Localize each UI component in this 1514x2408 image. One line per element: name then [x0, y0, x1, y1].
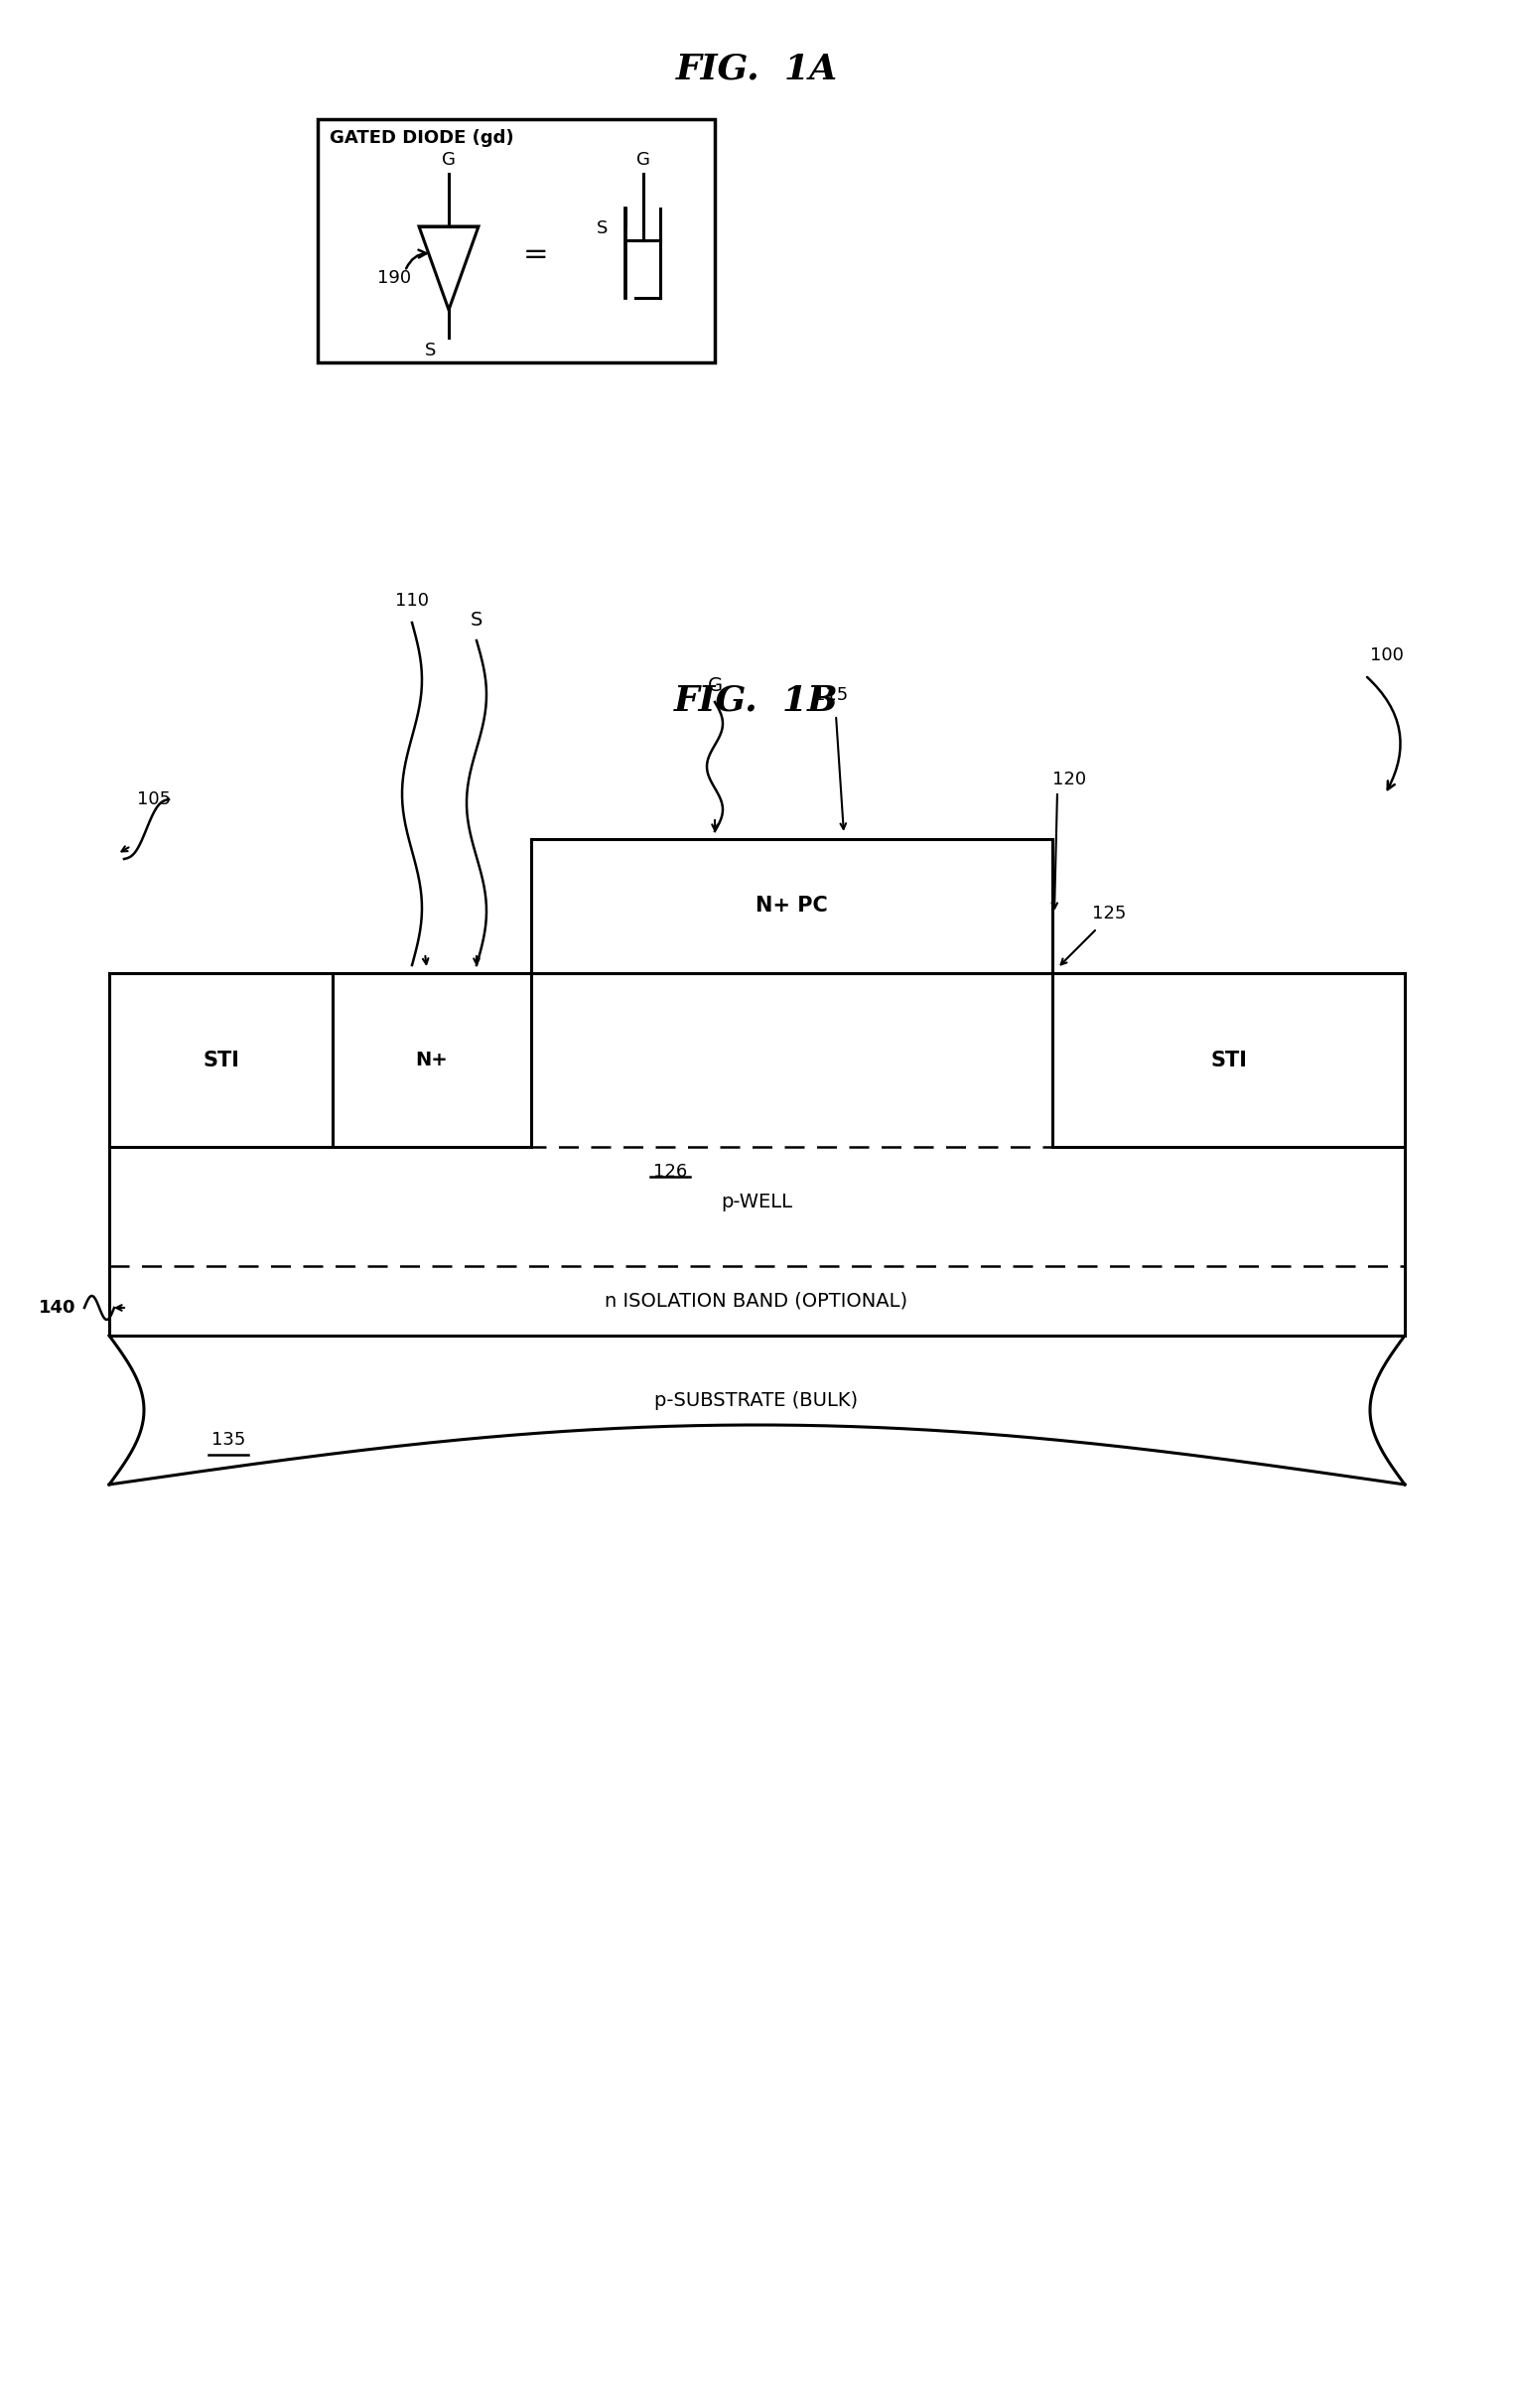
Bar	[1052, 973, 1405, 1146]
Text: N+ PC: N+ PC	[755, 896, 828, 915]
Text: STI: STI	[1210, 1050, 1248, 1069]
Text: STI: STI	[203, 1050, 239, 1069]
Text: GATED DIODE (gd): GATED DIODE (gd)	[330, 130, 513, 147]
Text: p-SUBSTRATE (BULK): p-SUBSTRATE (BULK)	[654, 1392, 858, 1409]
Text: G: G	[707, 677, 722, 694]
Text: 190: 190	[377, 270, 412, 287]
Text: 140: 140	[39, 1298, 76, 1317]
Bar	[333, 973, 531, 1146]
Text: =: =	[524, 241, 548, 270]
Bar	[109, 973, 333, 1146]
Bar	[531, 838, 1052, 973]
FancyArrowPatch shape	[1367, 677, 1400, 790]
Text: FIG.  1B: FIG. 1B	[674, 684, 839, 718]
Text: 126: 126	[653, 1163, 687, 1180]
Text: 110: 110	[395, 592, 428, 609]
Text: S: S	[471, 612, 483, 631]
Text: 125: 125	[1092, 905, 1126, 922]
Text: 105: 105	[136, 790, 171, 809]
Text: G: G	[636, 152, 650, 169]
Text: N+: N+	[416, 1050, 448, 1069]
Text: 115: 115	[815, 686, 848, 703]
Text: 100: 100	[1370, 645, 1403, 665]
Text: p-WELL: p-WELL	[721, 1192, 792, 1211]
Bar	[318, 118, 715, 364]
Text: FIG.  1A: FIG. 1A	[675, 53, 837, 87]
FancyArrowPatch shape	[406, 250, 427, 270]
Text: S: S	[425, 342, 436, 359]
Text: 135: 135	[212, 1430, 245, 1450]
Text: 120: 120	[1052, 771, 1086, 787]
Text: G: G	[442, 152, 456, 169]
Text: n ISOLATION BAND (OPTIONAL): n ISOLATION BAND (OPTIONAL)	[606, 1291, 908, 1310]
Text: S: S	[597, 219, 607, 238]
